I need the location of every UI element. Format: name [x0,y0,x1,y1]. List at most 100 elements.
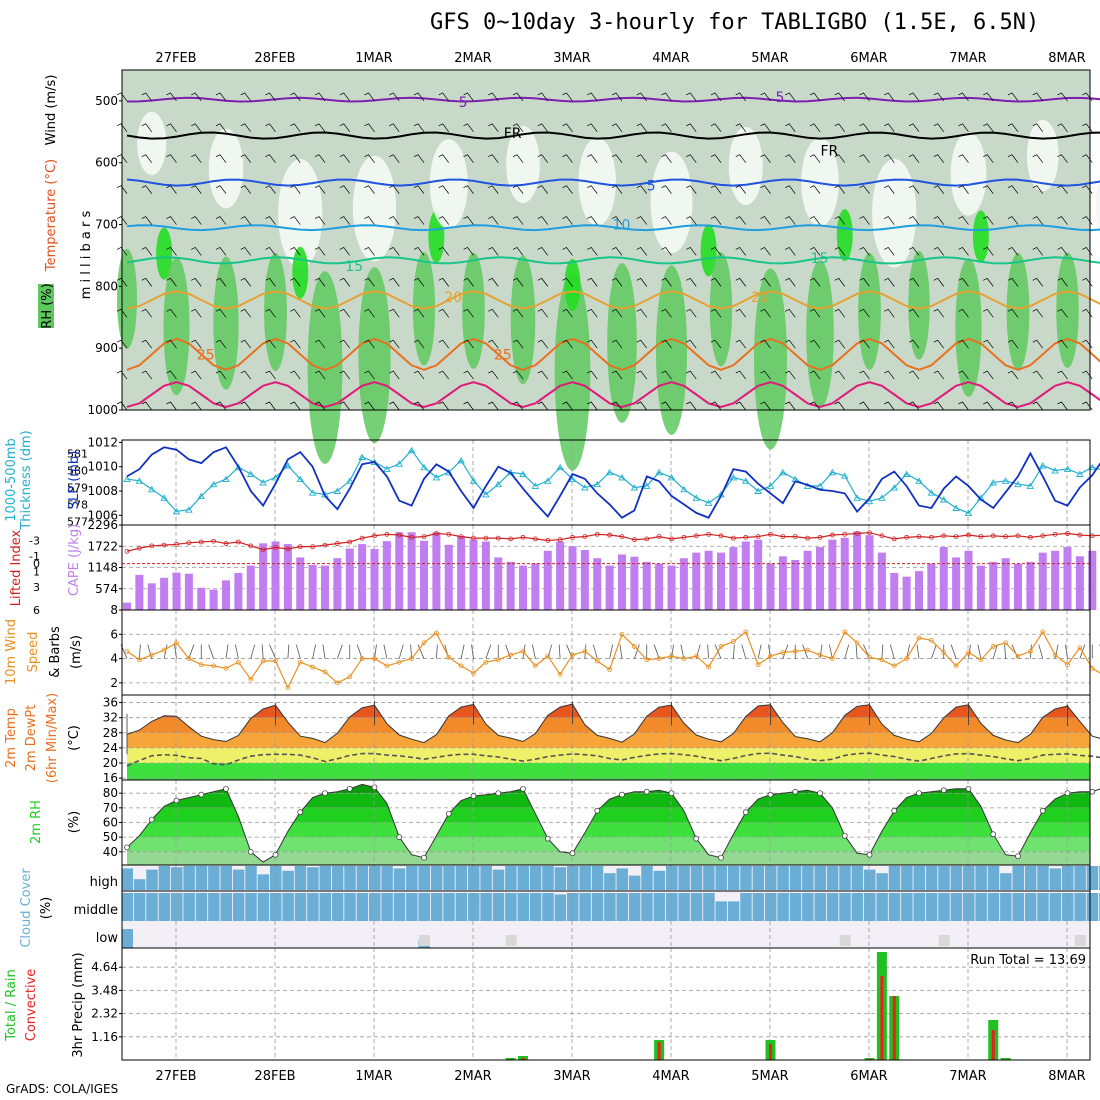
li-point [310,544,316,550]
li-tick-label: 3 [33,581,40,594]
wind-barb [389,370,400,380]
cape-bar [568,546,577,610]
wind-barb [916,644,920,659]
wind-barb [417,644,425,659]
wind-barb [661,92,672,102]
wind-point [372,656,377,661]
wind-barb [537,401,549,411]
wind-barb [958,92,969,102]
rh-point [742,809,749,816]
cape-bar [370,548,379,610]
rh-dry-cell [801,137,839,227]
thickness-tick-label: 580 [67,465,88,478]
li-point [656,534,662,539]
thickness-point [754,487,762,494]
thickness-line [126,449,1100,514]
cloud-bar [158,866,171,890]
wind-barb [760,216,771,225]
axis-label: & Barbs [48,626,63,678]
cloud-bar [950,893,963,921]
cloud-bar [331,893,344,921]
wind-barb [1054,644,1059,659]
li-point [334,541,340,546]
cloud-bar [925,866,938,890]
wind-barb [735,370,747,380]
wind-barb [834,247,846,256]
wind-barb [290,308,301,318]
wind-barb [1057,92,1068,102]
li-point [372,533,377,539]
thickness-point [469,477,478,484]
wind-point [644,657,650,663]
wind-barb [834,277,846,287]
wind-barb [884,92,895,102]
wind-barb [1032,154,1044,163]
wind-barb [1032,277,1044,287]
date-label-bottom: 3MAR [553,1069,590,1084]
wind-barb [1057,216,1068,225]
wind-barb [562,308,573,318]
wind-barb [314,92,326,102]
y-tick-label: 50 [103,830,118,844]
wind-barb [413,339,425,349]
wind-barb [611,247,623,256]
wind-barb [661,277,672,287]
date-label-bottom: 2MAR [454,1069,491,1084]
wind-barb [1057,123,1068,133]
wind-barb [908,216,920,225]
cape-bar [494,557,503,610]
wind-barb [1007,216,1019,225]
date-label-top: 7MAR [949,51,986,66]
thickness-point [618,474,626,481]
wind-barb [908,154,920,163]
isotherm-label: 20 [444,290,462,306]
temp-band [127,763,1090,780]
wind-label: & Barbs [48,626,63,678]
cloud-bar [690,893,703,921]
thickness-point [890,484,899,491]
wind-point [607,667,613,672]
cloud-bar [381,866,393,890]
wind-point [248,676,254,682]
wind-barb [147,644,153,659]
cape-bar [519,565,527,610]
wind-barb [435,644,438,659]
wind-barb [611,216,623,225]
wind-barb [166,92,177,102]
wind-barb [314,185,326,194]
wind-barb [215,185,227,194]
wind-barb [859,123,870,133]
wind-barb [512,92,524,102]
wind-point [174,640,179,646]
cloud-bar [678,866,690,890]
wind-point [471,670,476,676]
wind-barb [314,247,326,256]
axis-label: Total / Rain [4,969,19,1042]
cape-bar [803,550,812,610]
cloud-bar [517,893,529,921]
rh-moist-cell [972,210,989,263]
wind-barb [977,644,982,659]
li-point [829,532,835,538]
temp-label: 2m DewPt [24,705,39,772]
wind-barb [166,247,177,256]
thickness-point [915,477,923,484]
wind-barb [188,644,195,659]
wind-point [124,648,130,654]
wind-barb [166,123,177,133]
li-point [409,534,415,540]
wind-barb [834,92,846,102]
axis-label: (m/s) [69,635,84,669]
rh-point [297,809,304,816]
temp-band [127,717,1090,733]
li-point [990,533,996,539]
wind-barb [636,401,648,411]
rh-cell [1006,252,1030,371]
wind-barb [389,308,400,318]
wind-barb [1032,308,1044,318]
rh-cell [858,252,881,370]
wind-point [693,653,699,659]
wind-barb [889,644,895,659]
wind-barb [661,247,672,256]
wind-barb [364,277,375,287]
